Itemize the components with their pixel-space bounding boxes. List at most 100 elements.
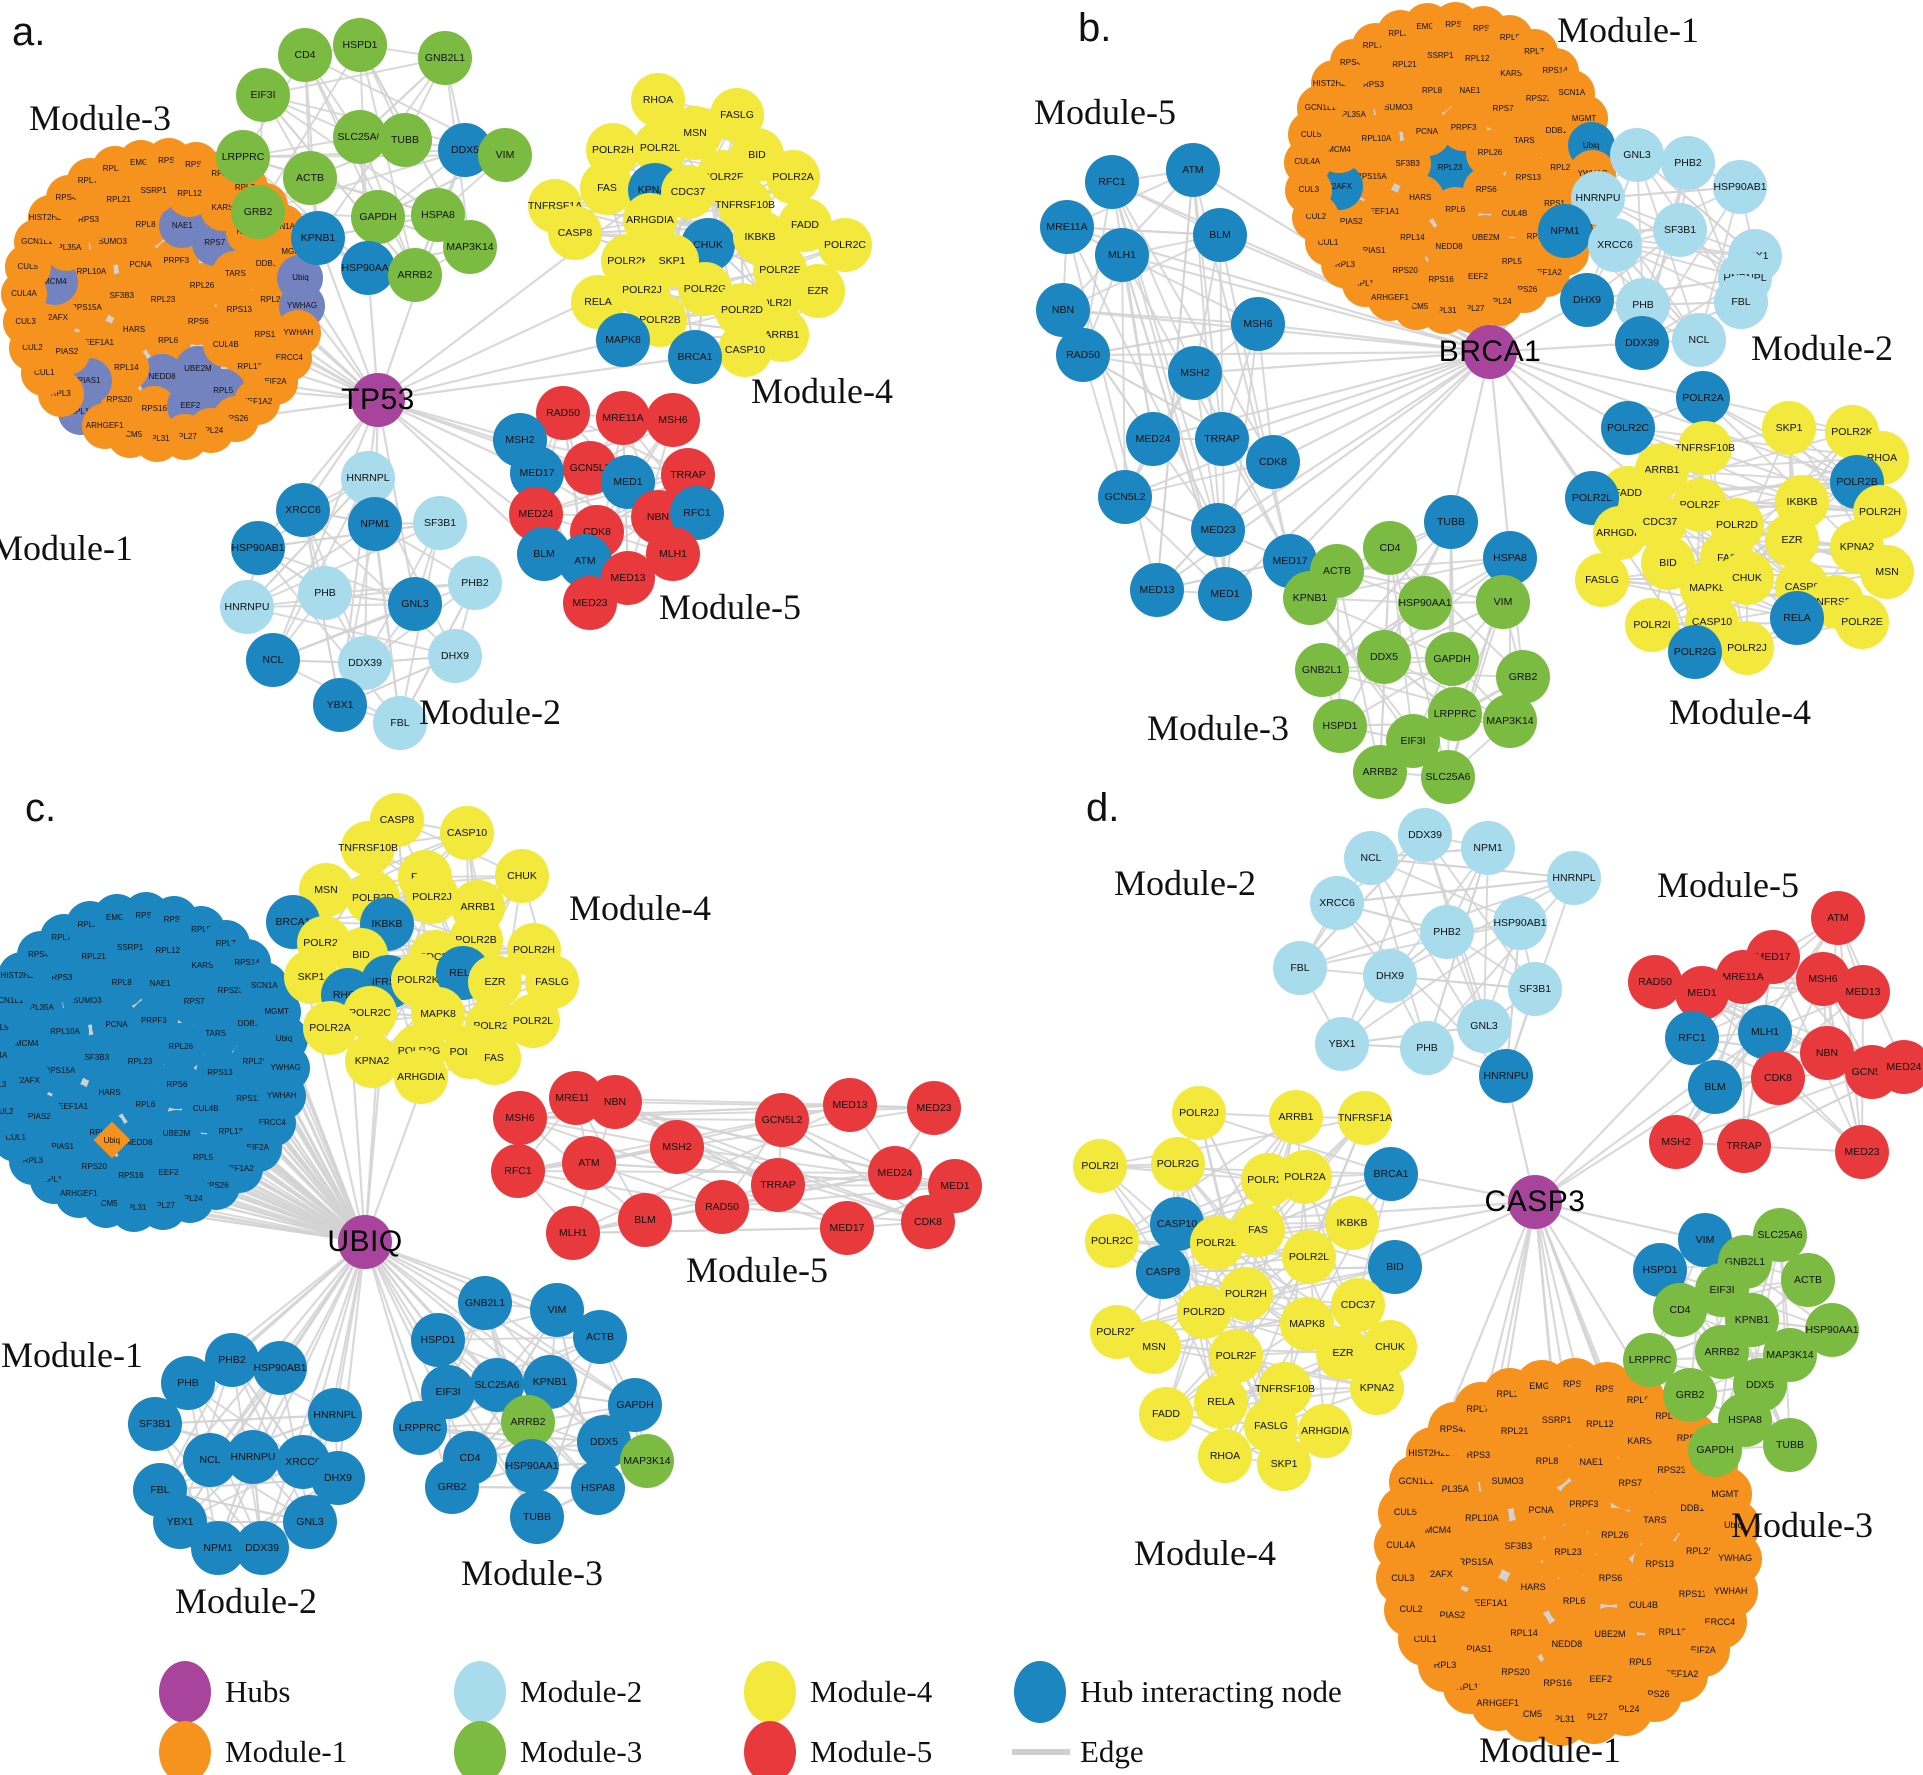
- node-MSH6[interactable]: MSH6: [646, 393, 700, 447]
- node-BLM[interactable]: BLM: [1193, 208, 1247, 262]
- node-ATM[interactable]: ATM: [1166, 143, 1220, 197]
- node-HSP90AB1[interactable]: HSP90AB1: [231, 521, 285, 575]
- node-POLR2J[interactable]: POLR2J: [405, 870, 459, 924]
- node-HSPA8[interactable]: HSPA8: [571, 1461, 625, 1515]
- node-HNRNPL[interactable]: HNRNPL: [1547, 851, 1601, 905]
- node-LRPPRC[interactable]: LRPPRC: [393, 1401, 447, 1455]
- node-EIF3I[interactable]: EIF3I: [236, 68, 290, 122]
- node-ARRB2[interactable]: ARRB2: [388, 248, 442, 302]
- node-FBL[interactable]: FBL: [1714, 275, 1768, 329]
- node-HNRNPL[interactable]: HNRNPL: [341, 451, 395, 505]
- node-MSH2[interactable]: MSH2: [1649, 1115, 1703, 1169]
- node-GCN5L2[interactable]: GCN5L2: [755, 1093, 809, 1147]
- node-POLR2J[interactable]: POLR2J: [1720, 621, 1774, 675]
- node-GRB2[interactable]: GRB2: [1663, 1368, 1717, 1422]
- node-FBL[interactable]: FBL: [1273, 941, 1327, 995]
- node-HSP90AA1[interactable]: HSP90AA1: [341, 241, 395, 295]
- node-MED13[interactable]: MED13: [823, 1078, 877, 1132]
- node-GNL3[interactable]: GNL3: [388, 577, 442, 631]
- node-MED24[interactable]: MED24: [1126, 412, 1180, 466]
- node-POLR2A[interactable]: POLR2A: [1676, 371, 1730, 425]
- node-GNL3[interactable]: GNL3: [1457, 999, 1511, 1053]
- node-ATM[interactable]: ATM: [1811, 891, 1865, 945]
- node-PHB[interactable]: PHB: [298, 566, 352, 620]
- node-SF3B1[interactable]: SF3B1: [1508, 962, 1562, 1016]
- node-POLR2L[interactable]: POLR2L: [506, 994, 560, 1048]
- node-[interactable]: [1508, 1175, 1562, 1229]
- node-[interactable]: [351, 373, 405, 427]
- node-GNB2L1[interactable]: GNB2L1: [458, 1276, 512, 1330]
- node-NPM1[interactable]: NPM1: [1461, 821, 1515, 875]
- node-SF3B1[interactable]: SF3B1: [1653, 203, 1707, 257]
- node-CDK8[interactable]: CDK8: [1751, 1051, 1805, 1105]
- node-RAD50[interactable]: RAD50: [1628, 955, 1682, 1009]
- node-MSH2[interactable]: MSH2: [650, 1120, 704, 1174]
- node-DDX39[interactable]: DDX39: [1615, 316, 1669, 370]
- node-RAD50[interactable]: RAD50: [695, 1180, 749, 1234]
- node-RFC1[interactable]: RFC1: [1085, 155, 1139, 209]
- node-NCL[interactable]: NCL: [1672, 313, 1726, 367]
- node-MLH1[interactable]: MLH1: [646, 527, 700, 581]
- node-MED13[interactable]: MED13: [1836, 965, 1890, 1019]
- node-HSP90AB1[interactable]: HSP90AB1: [253, 1341, 307, 1395]
- node-TUBB[interactable]: TUBB: [378, 113, 432, 167]
- node-CASP8[interactable]: CASP8: [548, 206, 602, 260]
- node-MED1[interactable]: MED1: [1198, 567, 1252, 621]
- node-KPNA2[interactable]: KPNA2: [1350, 1361, 1404, 1415]
- node-MAP3K14[interactable]: MAP3K14: [620, 1434, 674, 1488]
- node-[interactable]: [338, 1215, 392, 1269]
- node-CD4[interactable]: CD4: [1363, 521, 1417, 575]
- node-GRB2[interactable]: GRB2: [425, 1460, 479, 1514]
- node-CDK8[interactable]: CDK8: [901, 1195, 955, 1249]
- node-SLC25A6[interactable]: SLC25A6: [1421, 750, 1475, 804]
- node-KPNA2[interactable]: KPNA2: [345, 1034, 399, 1088]
- node-ARHGEF1[interactable]: ARHGEF1: [81, 403, 128, 450]
- node-NBN[interactable]: NBN: [588, 1075, 642, 1129]
- node-CUL4B[interactable]: CUL4B: [1616, 1578, 1671, 1633]
- node-HSPD1[interactable]: HSPD1: [333, 18, 387, 72]
- node-POLR2G[interactable]: POLR2G: [1151, 1137, 1205, 1191]
- node-MED24[interactable]: MED24: [1877, 1040, 1923, 1094]
- node-GAPDH[interactable]: GAPDH: [1688, 1423, 1742, 1477]
- node-MRE11A[interactable]: MRE11A: [596, 391, 650, 445]
- node-GNB2L1[interactable]: GNB2L1: [1295, 643, 1349, 697]
- node-BRCA1[interactable]: BRCA1: [668, 330, 722, 384]
- node-SF3B1[interactable]: SF3B1: [128, 1397, 182, 1451]
- node-FAS[interactable]: FAS: [467, 1031, 521, 1085]
- node-MED23[interactable]: MED23: [563, 576, 617, 630]
- node-MAP3K14[interactable]: MAP3K14: [1483, 694, 1537, 748]
- node-ARHGEF1[interactable]: ARHGEF1: [1470, 1676, 1525, 1731]
- node-XRCC6[interactable]: XRCC6: [1310, 876, 1364, 930]
- node-POLR2D[interactable]: POLR2D: [1177, 1285, 1231, 1339]
- node-POLR2C[interactable]: POLR2C: [1085, 1214, 1139, 1268]
- node-DHX9[interactable]: DHX9: [1560, 273, 1614, 327]
- node-GRB2[interactable]: GRB2: [231, 185, 285, 239]
- node-XRCC6[interactable]: XRCC6: [276, 483, 330, 537]
- node-KPNB1[interactable]: KPNB1: [1283, 571, 1337, 625]
- node-DDX39[interactable]: DDX39: [1398, 808, 1452, 862]
- node-ARRB2[interactable]: ARRB2: [1353, 745, 1407, 799]
- node-YBX1[interactable]: YBX1: [313, 678, 367, 732]
- node-CHUK[interactable]: CHUK: [1720, 551, 1774, 605]
- node-DDX5[interactable]: DDX5: [1357, 630, 1411, 684]
- node-[interactable]: [1463, 325, 1517, 379]
- node-MLH1[interactable]: MLH1: [1738, 1005, 1792, 1059]
- node-HNRNPU[interactable]: HNRNPU: [226, 1430, 280, 1484]
- node-MED13[interactable]: MED13: [1130, 563, 1184, 617]
- node-POLR2A[interactable]: POLR2A: [766, 150, 820, 204]
- node-SLC25A6[interactable]: SLC25A6: [470, 1358, 524, 1412]
- hub-label-UBIQ[interactable]: UBIQ: [327, 1225, 403, 1258]
- node-MSN[interactable]: MSN: [1127, 1320, 1181, 1374]
- node-MRE11A[interactable]: MRE11A: [1716, 950, 1770, 1004]
- node-BRCA1[interactable]: BRCA1: [1364, 1147, 1418, 1201]
- node-POLR2J[interactable]: POLR2J: [1172, 1086, 1226, 1140]
- node-HSP90AA1[interactable]: HSP90AA1: [1398, 576, 1452, 630]
- node-MSH6[interactable]: MSH6: [493, 1091, 547, 1145]
- node-TNFRSF10B[interactable]: TNFRSF10B: [338, 821, 398, 875]
- node-POLR2G[interactable]: POLR2G: [1668, 625, 1722, 679]
- node-HNRNPU[interactable]: HNRNPU: [1479, 1049, 1533, 1103]
- node-RFC1[interactable]: RFC1: [1665, 1011, 1719, 1065]
- node-GAPDH[interactable]: GAPDH: [1425, 632, 1479, 686]
- node-XRCC6[interactable]: XRCC6: [1588, 218, 1642, 272]
- node-NPM1[interactable]: NPM1: [348, 497, 402, 551]
